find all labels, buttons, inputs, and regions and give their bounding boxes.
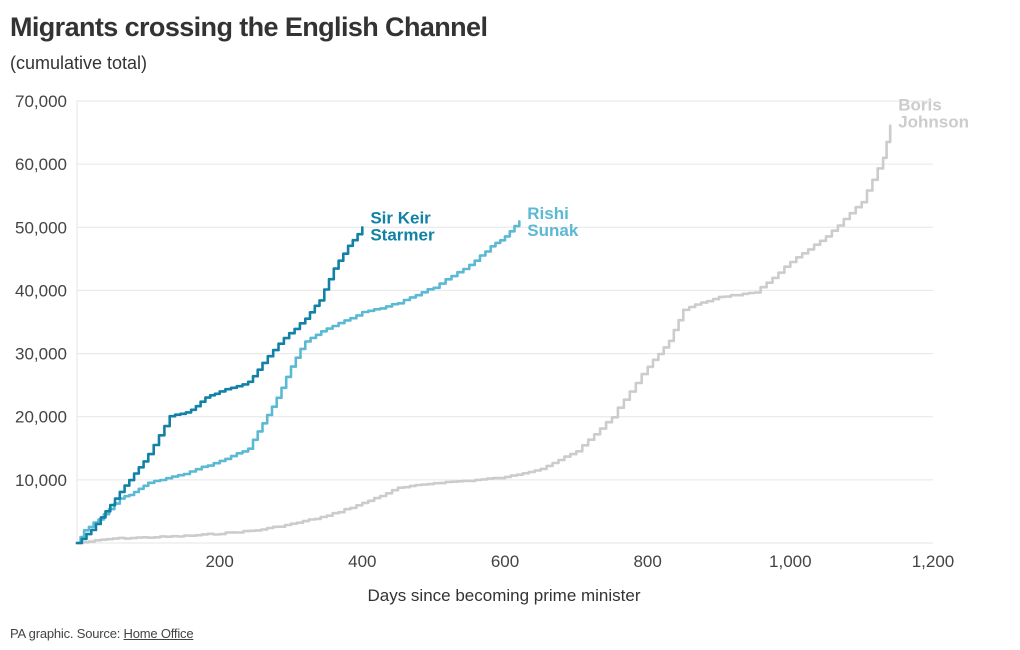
source-footer: PA graphic. Source: Home Office	[10, 626, 194, 641]
series-line-sir-keir-starmer	[75, 226, 364, 545]
keir-starmer-label: Sir Keir Starmer	[370, 208, 435, 244]
series-label-line: Sir Keir	[370, 208, 431, 227]
y-tick-label: 20,000	[15, 408, 67, 427]
y-tick-label: 10,000	[15, 471, 67, 490]
home-office-link[interactable]: Home Office	[123, 626, 194, 641]
chart-title: Migrants crossing the English Channel	[10, 12, 488, 42]
y-tick-label: 40,000	[15, 281, 67, 300]
chart-subtitle: (cumulative total)	[10, 53, 148, 73]
x-tick-label: 400	[348, 552, 376, 571]
rishi-sunak-label: Rishi Sunak	[527, 204, 579, 240]
series-label-line: Rishi	[527, 204, 569, 223]
series-line-rishi-sunak	[75, 220, 521, 545]
x-tick-label: 600	[491, 552, 519, 571]
y-tick-label: 60,000	[15, 155, 67, 174]
series-label-line: Johnson	[898, 112, 969, 131]
y-tick-label: 70,000	[15, 92, 67, 111]
footer-prefix: PA graphic. Source:	[10, 626, 124, 641]
x-tick-label: 200	[205, 552, 233, 571]
series-label-line: Sunak	[527, 221, 579, 240]
series-label-line: Boris	[898, 95, 941, 114]
x-tick-label: 800	[633, 552, 661, 571]
line-chart: 10,000 20,000 30,000 40,000 50,000 60,000 70,0…	[15, 92, 969, 605]
y-tick-label: 30,000	[15, 345, 67, 364]
y-tick-label: 50,000	[15, 218, 67, 237]
x-tick-label: 1,200	[912, 552, 955, 571]
boris-johnson-label: Boris Johnson	[898, 95, 969, 131]
x-tick-label: 1,000	[769, 552, 812, 571]
series-line-boris-johnson	[75, 124, 892, 545]
x-axis-label: Days since becoming prime minister	[367, 586, 640, 605]
series-label-line: Starmer	[370, 225, 435, 244]
